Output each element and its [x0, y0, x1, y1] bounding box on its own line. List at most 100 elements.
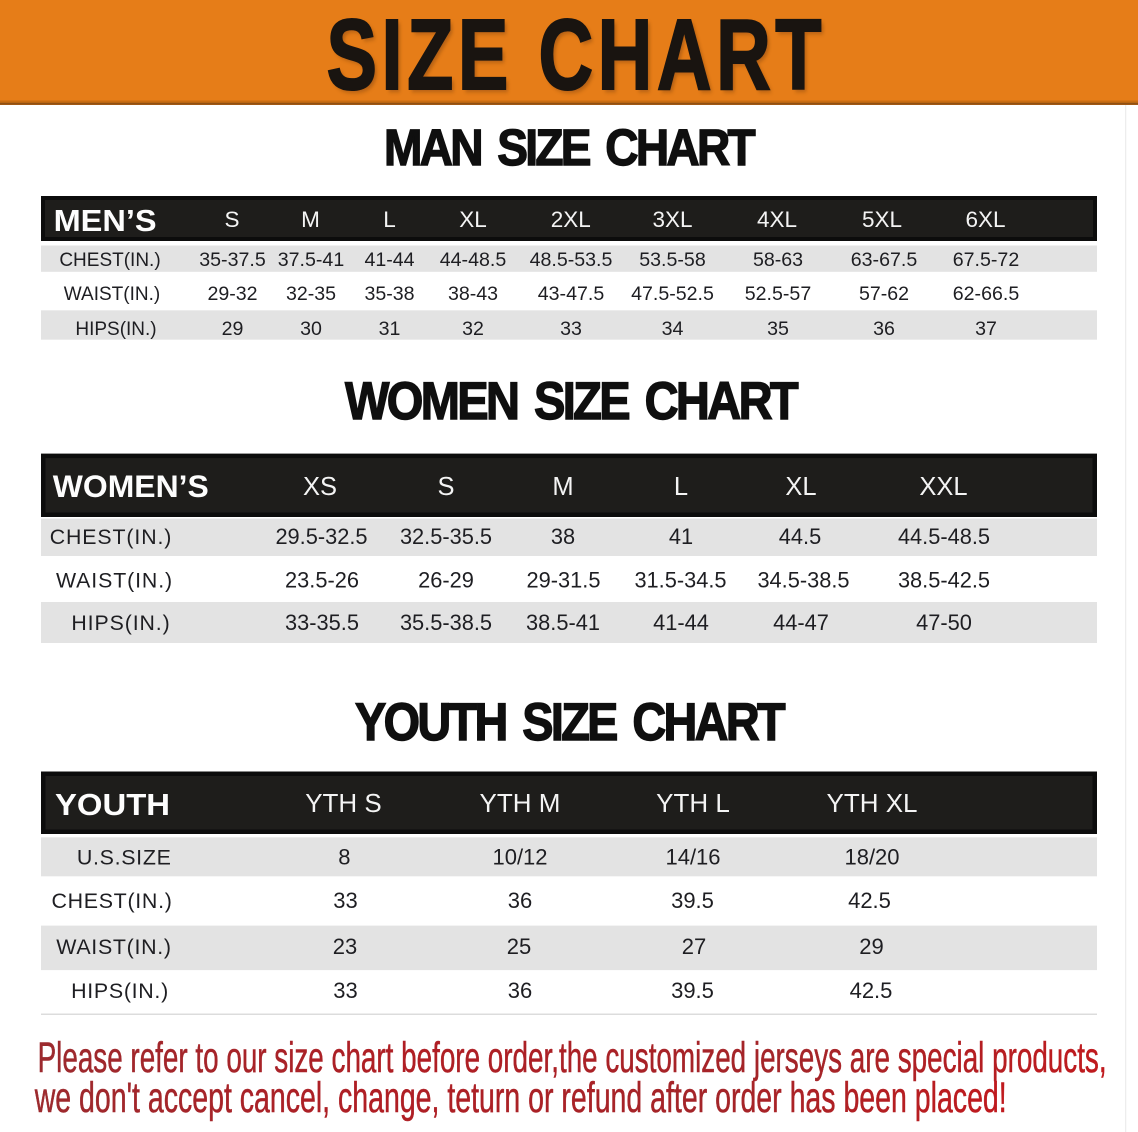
svg-text:41-44: 41-44	[653, 610, 709, 635]
svg-text:XS: XS	[303, 473, 337, 501]
svg-text:WOMEN SIZE CHART: WOMEN SIZE CHART	[345, 372, 798, 431]
svg-text:32: 32	[462, 318, 484, 340]
svg-text:29: 29	[222, 318, 244, 340]
svg-text:YTH XL: YTH XL	[826, 788, 917, 818]
svg-text:YOUTH SIZE CHART: YOUTH SIZE CHART	[355, 693, 785, 752]
svg-text:8: 8	[338, 845, 350, 870]
svg-text:32.5-35.5: 32.5-35.5	[400, 524, 492, 549]
svg-text:M: M	[301, 207, 320, 232]
svg-text:23.5-26: 23.5-26	[285, 567, 359, 592]
svg-text:2XL: 2XL	[551, 207, 591, 232]
svg-text:33: 33	[560, 318, 582, 340]
svg-text:33: 33	[333, 978, 357, 1003]
svg-text:WAIST(IN.): WAIST(IN.)	[56, 935, 172, 959]
svg-text:CHEST(IN.): CHEST(IN.)	[50, 525, 173, 549]
svg-text:30: 30	[300, 318, 322, 340]
svg-text:38: 38	[551, 524, 575, 549]
svg-text:29-32: 29-32	[207, 283, 257, 305]
svg-text:58-63: 58-63	[753, 249, 803, 271]
svg-text:HIPS(IN.): HIPS(IN.)	[75, 319, 156, 340]
svg-text:47.5-52.5: 47.5-52.5	[631, 283, 714, 305]
svg-text:37.5-41: 37.5-41	[278, 249, 344, 271]
svg-text:36: 36	[873, 318, 895, 340]
svg-text:L: L	[674, 473, 688, 501]
svg-text:33: 33	[333, 888, 357, 913]
svg-text:WAIST(IN.): WAIST(IN.)	[64, 284, 160, 305]
svg-text:18/20: 18/20	[844, 845, 899, 870]
svg-text:52.5-57: 52.5-57	[745, 283, 811, 305]
svg-text:31: 31	[379, 318, 401, 340]
svg-text:44-48.5: 44-48.5	[440, 249, 507, 271]
svg-text:we don't accept cancel, change: we don't accept cancel, change, teturn o…	[34, 1074, 1007, 1122]
svg-text:6XL: 6XL	[965, 207, 1005, 232]
svg-text:35.5-38.5: 35.5-38.5	[400, 610, 492, 635]
svg-text:XL: XL	[459, 207, 487, 232]
svg-text:37: 37	[975, 318, 997, 340]
svg-text:34.5-38.5: 34.5-38.5	[757, 567, 849, 592]
svg-text:34: 34	[662, 318, 684, 340]
svg-text:M: M	[552, 473, 573, 501]
svg-text:HIPS(IN.): HIPS(IN.)	[71, 979, 169, 1003]
svg-text:Please refer to our size chart: Please refer to our size chart before or…	[38, 1034, 1107, 1082]
svg-text:32-35: 32-35	[286, 283, 336, 305]
svg-text:53.5-58: 53.5-58	[639, 249, 706, 271]
svg-text:XXL: XXL	[919, 473, 967, 501]
svg-text:HIPS(IN.): HIPS(IN.)	[71, 611, 170, 635]
svg-text:48.5-53.5: 48.5-53.5	[530, 249, 613, 271]
svg-text:MEN’S: MEN’S	[54, 204, 157, 238]
svg-text:26-29: 26-29	[418, 567, 474, 592]
svg-text:4XL: 4XL	[757, 207, 797, 232]
svg-text:3XL: 3XL	[652, 207, 692, 232]
svg-text:38.5-42.5: 38.5-42.5	[898, 567, 990, 592]
svg-text:57-62: 57-62	[859, 283, 909, 305]
svg-text:33-35.5: 33-35.5	[285, 610, 359, 635]
svg-text:XL: XL	[785, 473, 816, 501]
svg-text:S: S	[224, 207, 239, 232]
svg-text:5XL: 5XL	[862, 207, 902, 232]
svg-text:27: 27	[682, 934, 706, 959]
svg-text:WOMEN’S: WOMEN’S	[53, 469, 209, 504]
svg-text:14/16: 14/16	[665, 845, 720, 870]
svg-text:L: L	[383, 207, 396, 232]
svg-text:44-47: 44-47	[773, 610, 829, 635]
svg-text:YTH M: YTH M	[480, 788, 561, 818]
svg-text:CHEST(IN.): CHEST(IN.)	[59, 250, 160, 271]
svg-text:36: 36	[508, 978, 532, 1003]
svg-text:29-31.5: 29-31.5	[527, 567, 601, 592]
svg-text:29: 29	[859, 934, 883, 959]
svg-text:YTH L: YTH L	[656, 788, 730, 818]
svg-text:YOUTH: YOUTH	[55, 787, 170, 822]
svg-text:MAN SIZE CHART: MAN SIZE CHART	[384, 119, 756, 176]
svg-text:SIZE CHART: SIZE CHART	[329, 2, 829, 114]
svg-text:44.5-48.5: 44.5-48.5	[898, 524, 990, 549]
svg-text:31.5-34.5: 31.5-34.5	[634, 567, 726, 592]
svg-text:U.S.SIZE: U.S.SIZE	[77, 846, 172, 870]
svg-text:WAIST(IN.): WAIST(IN.)	[56, 568, 173, 592]
svg-text:67.5-72: 67.5-72	[953, 249, 1019, 271]
svg-text:35-38: 35-38	[364, 283, 414, 305]
svg-text:SIZE CHART: SIZE CHART	[327, 0, 827, 110]
svg-text:YTH S: YTH S	[305, 788, 382, 818]
svg-text:CHEST(IN.): CHEST(IN.)	[51, 889, 172, 913]
svg-text:35-37.5: 35-37.5	[199, 249, 266, 271]
svg-text:39.5: 39.5	[671, 978, 714, 1003]
svg-text:41: 41	[669, 524, 693, 549]
svg-text:35: 35	[767, 318, 789, 340]
svg-text:23: 23	[333, 934, 357, 959]
svg-text:41-44: 41-44	[364, 249, 414, 271]
svg-text:36: 36	[508, 888, 532, 913]
svg-text:25: 25	[507, 934, 531, 959]
svg-text:S: S	[437, 473, 454, 501]
svg-text:42.5: 42.5	[850, 978, 893, 1003]
svg-text:44.5: 44.5	[779, 524, 821, 549]
svg-text:62-66.5: 62-66.5	[953, 283, 1020, 305]
svg-text:10/12: 10/12	[492, 845, 547, 870]
svg-text:39.5: 39.5	[671, 888, 714, 913]
svg-text:29.5-32.5: 29.5-32.5	[275, 524, 367, 549]
svg-text:38-43: 38-43	[448, 283, 498, 305]
svg-text:43-47.5: 43-47.5	[538, 283, 605, 305]
svg-text:63-67.5: 63-67.5	[851, 249, 918, 271]
svg-text:47-50: 47-50	[916, 610, 972, 635]
svg-text:42.5: 42.5	[848, 888, 891, 913]
svg-text:38.5-41: 38.5-41	[526, 610, 600, 635]
